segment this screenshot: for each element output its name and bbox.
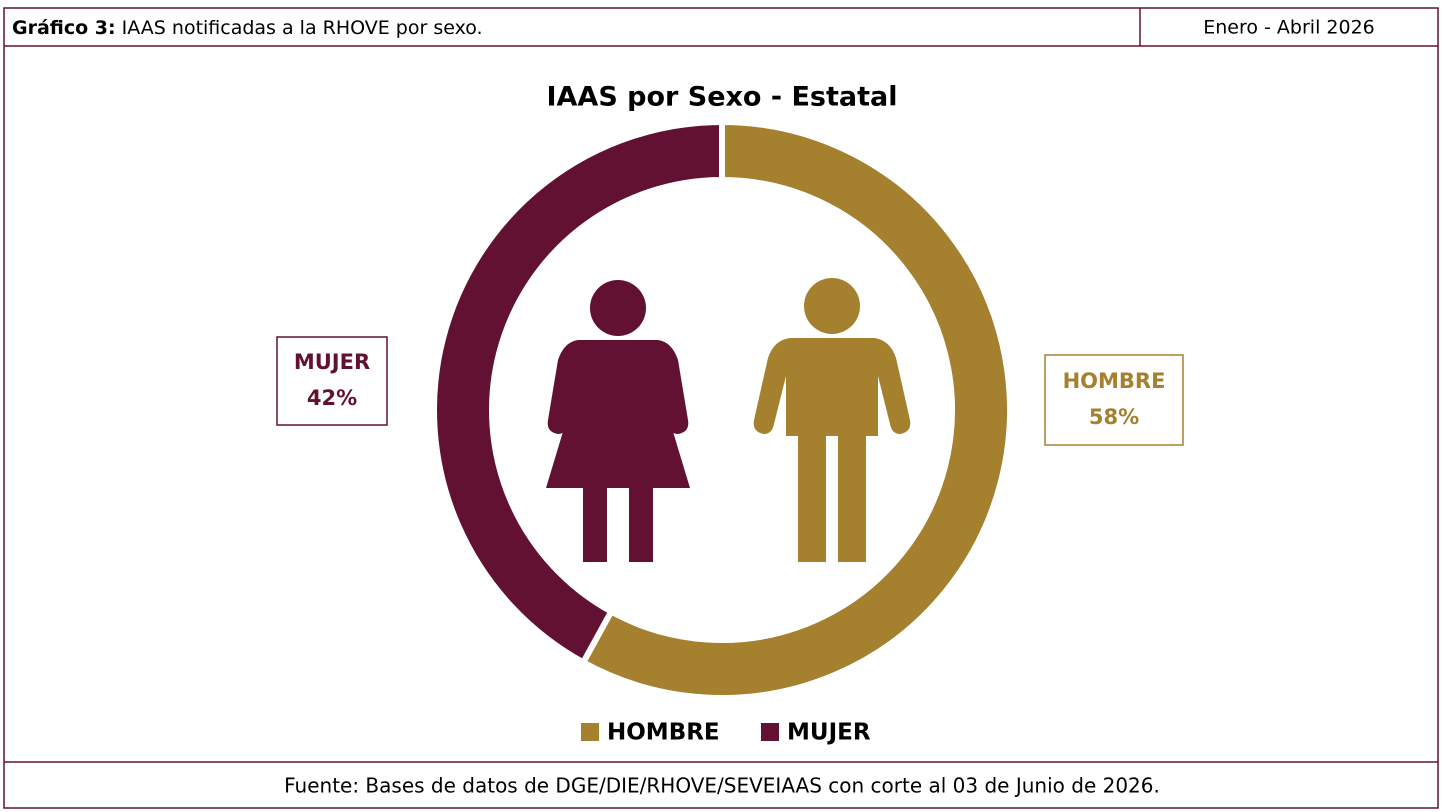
header-period: Enero - Abril 2026 — [1203, 17, 1375, 39]
header-text: Gráfico 3: IAAS notificadas a la RHOVE p… — [12, 17, 483, 39]
legend-label: HOMBRE — [607, 720, 720, 746]
source: Fuente: Bases de datos de DGE/DIE/RHOVE/… — [284, 774, 1160, 798]
data-label-box — [276, 336, 388, 426]
legend-swatch — [581, 723, 599, 741]
legend-label: MUJER — [787, 720, 871, 746]
man-icon — [753, 278, 911, 562]
data-label-category: MUJER — [294, 350, 370, 374]
data-label-box — [1044, 354, 1184, 446]
data-label-value: 42% — [307, 386, 357, 410]
header-title: IAAS notificadas a la RHOVE por sexo. — [122, 17, 483, 39]
legend-swatch — [761, 723, 779, 741]
frame — [3, 7, 1439, 809]
data-label-value: 58% — [1089, 405, 1139, 429]
doughnut-segment — [579, 118, 1013, 701]
doughnut-segment — [431, 118, 725, 667]
data-label-category: HOMBRE — [1063, 369, 1166, 393]
header-label: Gráfico 3: — [12, 17, 116, 39]
woman-icon — [546, 280, 690, 562]
chart-title: IAAS por Sexo - Estatal — [546, 82, 897, 113]
